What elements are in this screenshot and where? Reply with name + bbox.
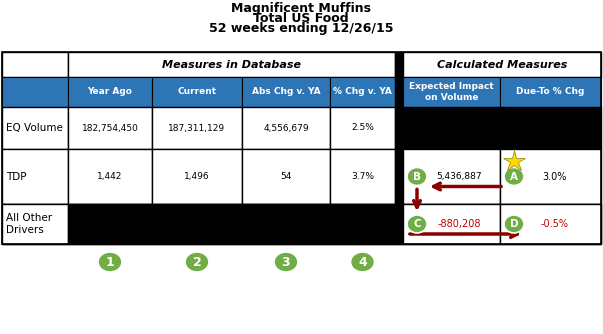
- Text: -880,208: -880,208: [438, 219, 481, 229]
- Bar: [500, 204, 601, 244]
- Bar: [2, 204, 68, 244]
- Ellipse shape: [504, 215, 524, 233]
- Bar: [68, 52, 395, 77]
- Text: Due-To % Chg: Due-To % Chg: [516, 88, 585, 97]
- Text: 54: 54: [280, 172, 292, 181]
- Bar: [395, 149, 403, 204]
- Bar: [330, 149, 395, 204]
- Bar: [403, 107, 500, 149]
- Bar: [2, 204, 601, 244]
- Bar: [403, 149, 500, 204]
- Bar: [2, 52, 68, 77]
- Text: 187,311,129: 187,311,129: [168, 124, 226, 133]
- Text: 182,754,450: 182,754,450: [81, 124, 139, 133]
- Text: 3.0%: 3.0%: [542, 171, 567, 181]
- Ellipse shape: [504, 167, 524, 185]
- Bar: [395, 52, 403, 77]
- Bar: [68, 204, 395, 244]
- Text: Current: Current: [177, 88, 216, 97]
- Bar: [2, 77, 68, 107]
- Bar: [403, 204, 500, 244]
- Bar: [395, 204, 403, 244]
- Ellipse shape: [350, 252, 374, 272]
- Ellipse shape: [274, 252, 298, 272]
- Ellipse shape: [407, 215, 427, 233]
- Text: 4: 4: [358, 256, 367, 269]
- Bar: [68, 77, 152, 107]
- Ellipse shape: [98, 252, 122, 272]
- Bar: [2, 52, 601, 244]
- Text: Calculated Measures: Calculated Measures: [437, 59, 567, 69]
- Text: Abs Chg v. YA: Abs Chg v. YA: [251, 88, 320, 97]
- Text: % Chg v. YA: % Chg v. YA: [333, 88, 392, 97]
- Text: 3: 3: [282, 256, 290, 269]
- Bar: [500, 149, 601, 204]
- Bar: [395, 107, 403, 149]
- Ellipse shape: [407, 167, 427, 185]
- Text: 2.5%: 2.5%: [351, 124, 374, 133]
- Text: 2: 2: [192, 256, 201, 269]
- Text: C: C: [413, 219, 421, 229]
- Text: Total US Food: Total US Food: [253, 12, 349, 25]
- Text: All Other
Drivers: All Other Drivers: [6, 213, 52, 235]
- Text: 1,442: 1,442: [97, 172, 122, 181]
- Bar: [152, 107, 242, 149]
- Bar: [330, 107, 395, 149]
- Bar: [330, 77, 395, 107]
- Ellipse shape: [185, 252, 209, 272]
- Bar: [2, 149, 68, 204]
- Text: 1,496: 1,496: [184, 172, 210, 181]
- Bar: [403, 52, 601, 77]
- Text: 52 weeks ending 12/26/15: 52 weeks ending 12/26/15: [209, 22, 393, 35]
- Bar: [152, 149, 242, 204]
- Text: -0.5%: -0.5%: [540, 219, 569, 229]
- Text: D: D: [510, 219, 519, 229]
- Bar: [395, 77, 403, 107]
- Text: Year Ago: Year Ago: [87, 88, 133, 97]
- Bar: [2, 107, 68, 149]
- Bar: [500, 107, 601, 149]
- Bar: [500, 77, 601, 107]
- Text: Magnificent Muffins: Magnificent Muffins: [231, 2, 371, 15]
- Bar: [68, 107, 152, 149]
- Text: 1: 1: [106, 256, 115, 269]
- Bar: [242, 77, 330, 107]
- Text: 4,556,679: 4,556,679: [263, 124, 309, 133]
- Text: Measures in Database: Measures in Database: [162, 59, 301, 69]
- Text: 5,436,887: 5,436,887: [437, 172, 482, 181]
- Bar: [152, 77, 242, 107]
- Bar: [68, 149, 152, 204]
- Text: Expected Impact
on Volume: Expected Impact on Volume: [409, 82, 494, 102]
- Text: TDP: TDP: [6, 171, 27, 181]
- Text: A: A: [510, 171, 518, 181]
- Text: EQ Volume: EQ Volume: [6, 123, 63, 133]
- Text: B: B: [413, 171, 421, 181]
- Bar: [242, 149, 330, 204]
- Bar: [242, 107, 330, 149]
- Text: 3.7%: 3.7%: [351, 172, 374, 181]
- Bar: [403, 77, 500, 107]
